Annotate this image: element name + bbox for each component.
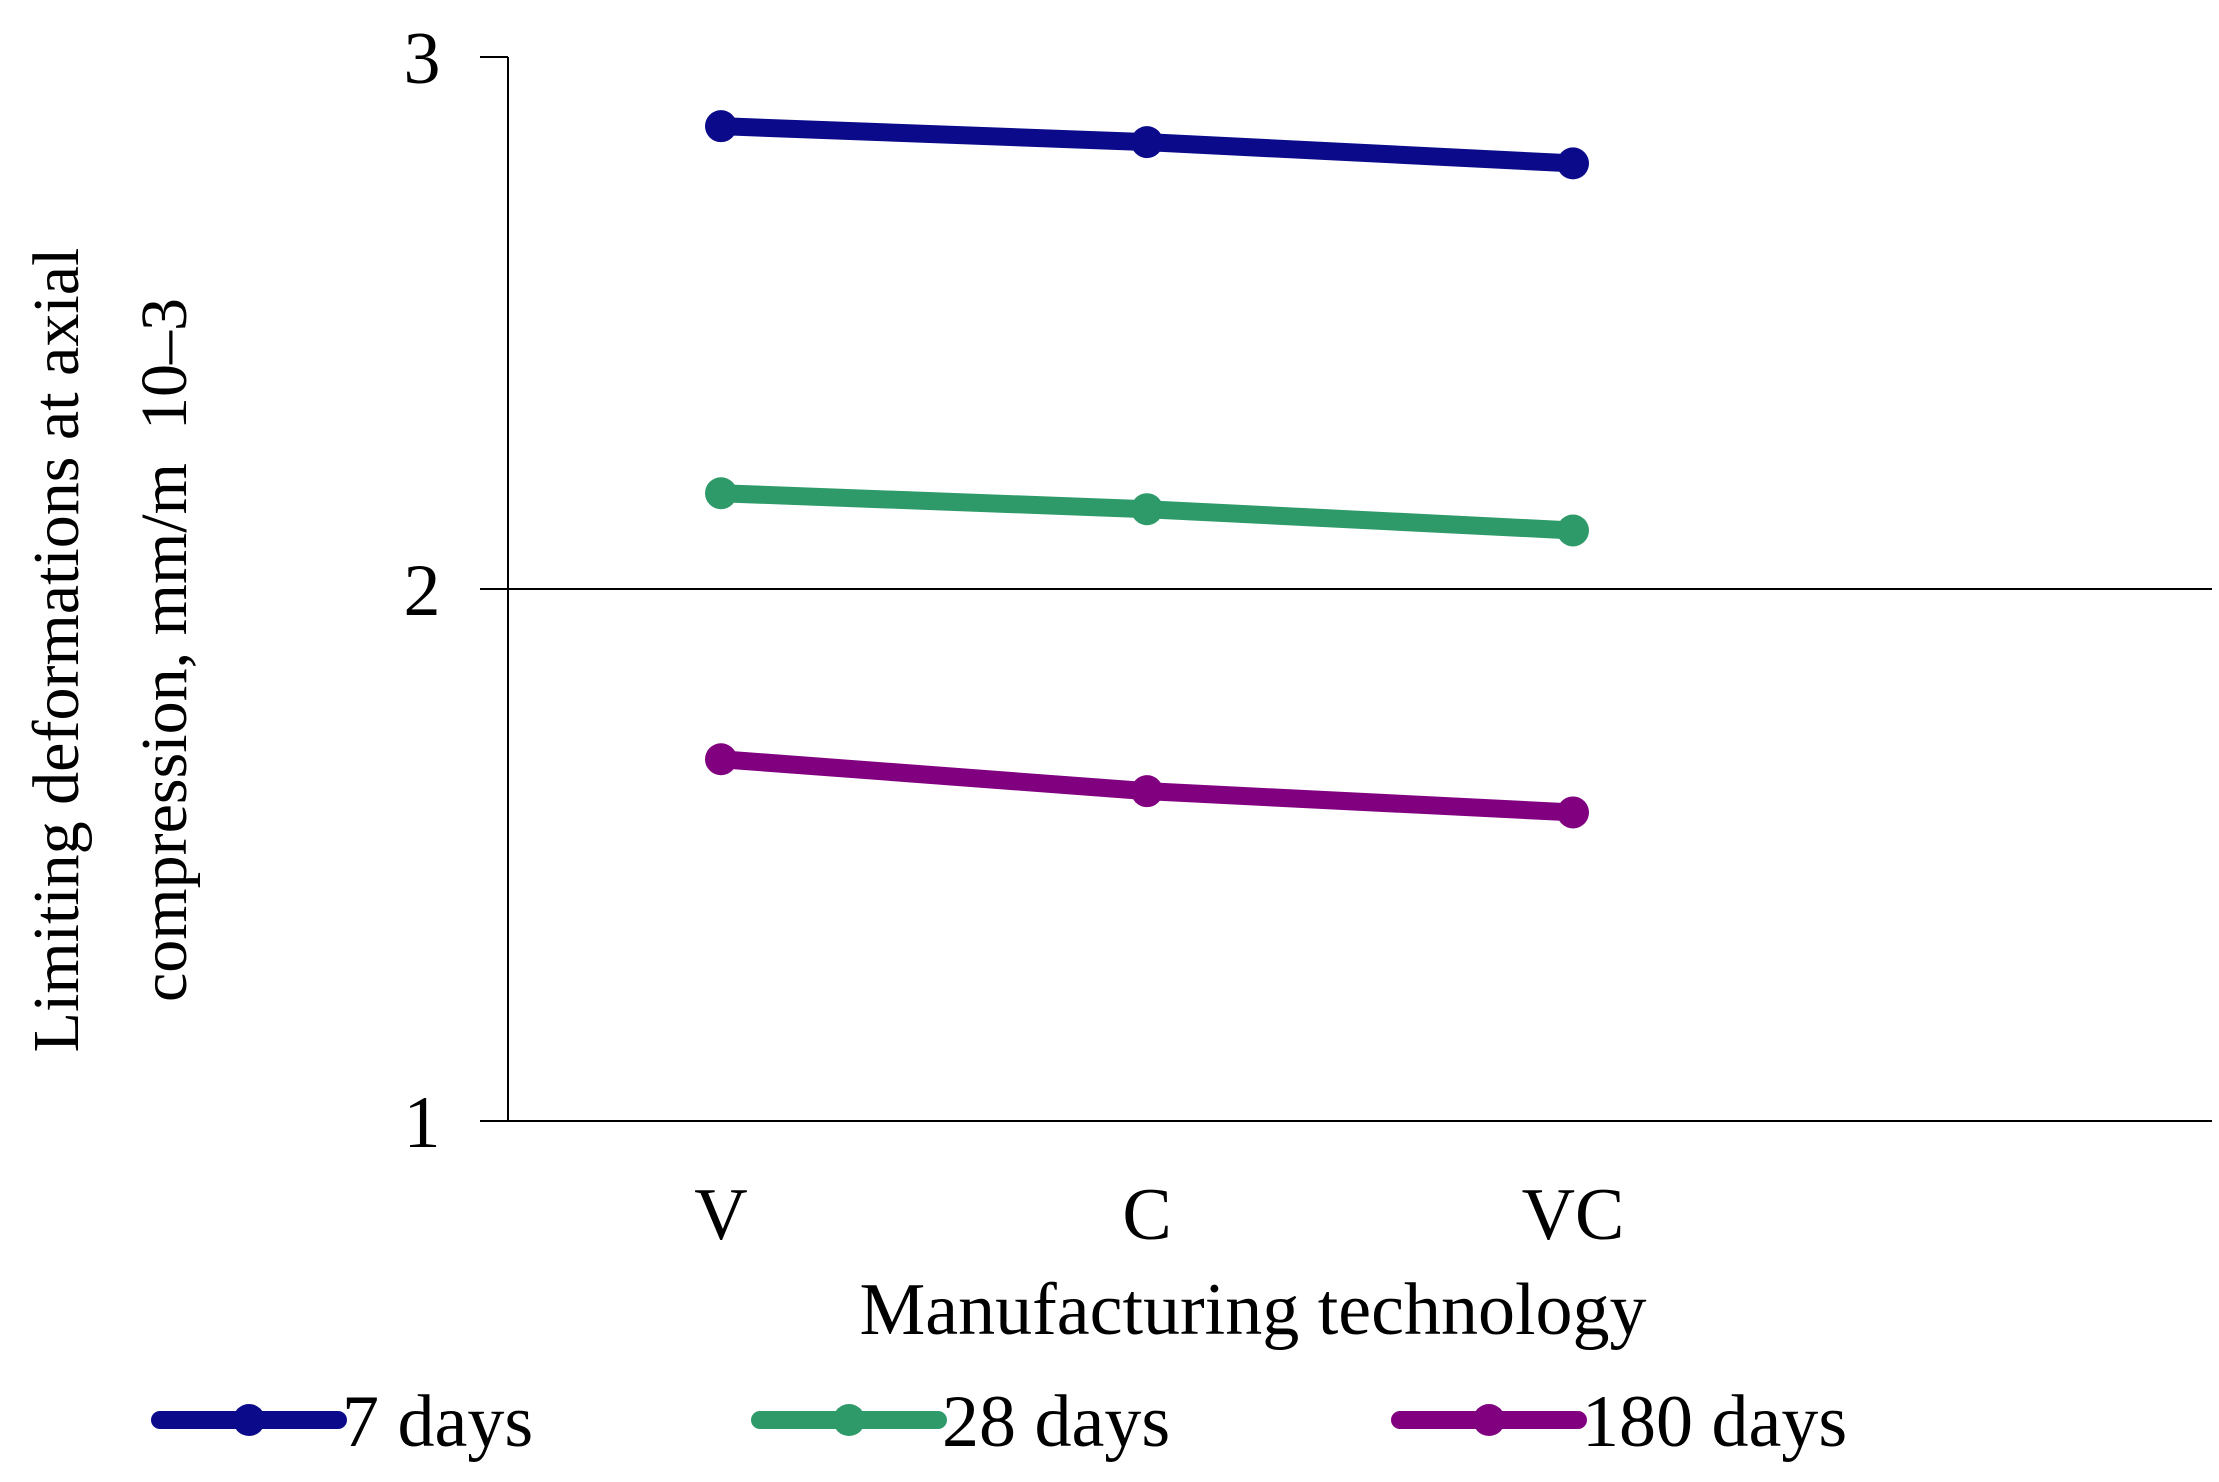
y-axis-label-line-2: compression, mm/m 10–3 [128, 298, 201, 1002]
legend-swatch-marker [233, 1404, 265, 1436]
legend: 7 days 28 days 180 days [151, 1381, 1847, 1463]
x-tick-label: C [1122, 1174, 1171, 1256]
x-tick-label: V [694, 1174, 747, 1256]
legend-swatch-marker [1473, 1404, 1505, 1436]
y-axis-label-line-1: Limiting deformations at axial [20, 248, 93, 1053]
x-axis-label: Manufacturing technology [859, 1269, 1646, 1351]
legend-label: 180 days [1582, 1381, 1847, 1463]
data-point [1131, 493, 1163, 526]
data-point [705, 477, 737, 510]
legend-label: 7 days [342, 1381, 533, 1463]
legend-swatch-marker [833, 1404, 865, 1436]
data-point [1557, 147, 1589, 180]
data-point [1131, 126, 1163, 159]
y-tick-label: 1 [404, 1082, 441, 1164]
data-point [705, 743, 737, 776]
legend-item: 28 days [751, 1381, 1170, 1463]
legend-label: 28 days [942, 1381, 1170, 1463]
y-tick-label: 3 [404, 18, 441, 100]
legend-item: 7 days [151, 1381, 533, 1463]
data-point [1131, 775, 1163, 808]
y-ticks: 1 2 3 [404, 18, 508, 1164]
legend-item: 180 days [1391, 1381, 1847, 1463]
data-point [1557, 514, 1589, 547]
y-tick-label: 2 [404, 550, 441, 632]
series-group [705, 110, 1589, 829]
data-point [1557, 796, 1589, 829]
data-point [705, 110, 737, 143]
x-ticks: V C VC [694, 1174, 1624, 1256]
x-tick-label: VC [1522, 1174, 1625, 1256]
